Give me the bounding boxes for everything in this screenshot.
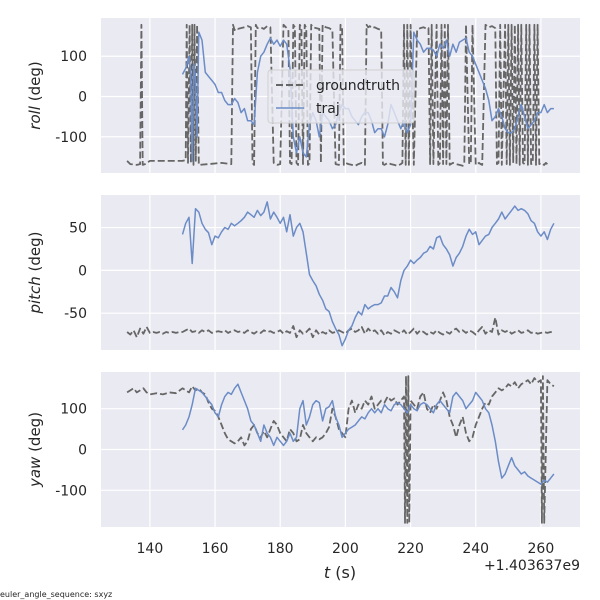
panel-roll: 100 0 -100 roll (deg) (26, 18, 580, 173)
y-axis-label-yaw: yaw (deg) (26, 412, 44, 488)
x-tick-label: 220 (397, 541, 424, 557)
y-tick-label: 0 (78, 90, 87, 106)
y-tick-label: 50 (69, 221, 87, 237)
plot-area-pitch (101, 195, 580, 350)
x-axis-label: t (s) (324, 563, 356, 582)
x-tick-label: 200 (332, 541, 359, 557)
y-axis-label-unit: (deg) (26, 231, 44, 276)
x-tick-label: 180 (267, 541, 294, 557)
legend-groundtruth-label: groundtruth (316, 78, 400, 94)
series-line-groundtruth-pitch (126, 316, 555, 339)
y-tick-label: 100 (60, 49, 87, 65)
y-tick-label: 0 (78, 263, 87, 279)
y-axis-label-var: roll (26, 105, 44, 130)
legend-traj-label: traj (316, 101, 340, 117)
x-tick-label: 140 (137, 541, 164, 557)
series-group (126, 201, 555, 347)
series-group (126, 375, 555, 524)
y-tick-label: -50 (64, 306, 87, 322)
x-tick-label: 260 (528, 541, 555, 557)
y-tick-label: -100 (55, 483, 87, 499)
y-axis-label-roll: roll (deg) (26, 61, 44, 129)
y-axis-label-var: yaw (26, 456, 44, 488)
y-axis-label-pitch: pitch (deg) (26, 231, 44, 314)
y-tick-label: 0 (78, 443, 87, 459)
x-tick-label: 160 (202, 541, 229, 557)
legend: groundtruth traj (267, 69, 415, 124)
panel-pitch: 50 0 -50 pitch (deg) (26, 195, 580, 350)
y-axis-label-unit: (deg) (26, 61, 44, 106)
legend-box (267, 69, 415, 124)
y-axis-label-var: pitch (26, 276, 44, 314)
y-tick-label: -100 (55, 130, 87, 146)
x-axis-label-unit: (s) (330, 563, 356, 582)
series-line-traj-yaw (181, 383, 555, 485)
series-line-traj-pitch (181, 201, 555, 347)
footer-text: euler_angle_sequence: sxyz (0, 590, 112, 599)
panel-yaw: 100 0 -100 yaw (deg) 140 160 180 200 220 240 260 (26, 372, 580, 557)
y-tick-label: 100 (60, 402, 87, 418)
x-axis-label-var: t (324, 563, 331, 582)
y-axis-label-unit: (deg) (26, 412, 44, 457)
x-tick-label: 240 (462, 541, 489, 557)
series-line-groundtruth-roll (126, 23, 548, 167)
x-offset-label: +1.403637e9 (484, 558, 580, 574)
